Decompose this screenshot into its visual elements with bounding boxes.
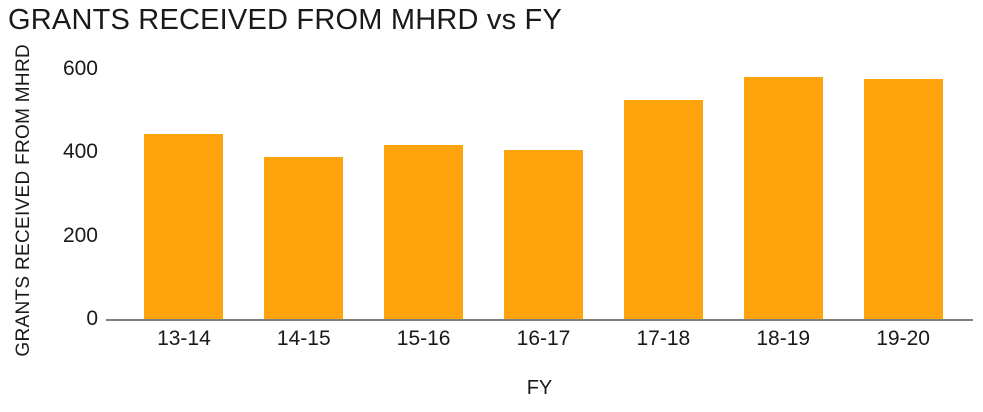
x-tick-label: 13-14	[157, 327, 211, 350]
x-tick-label: 19-20	[876, 327, 930, 350]
bar-band	[723, 69, 843, 319]
y-tick-label: 400	[62, 140, 98, 164]
x-tick-label: 16-17	[516, 327, 571, 350]
bar-band	[364, 69, 484, 319]
bar-band	[603, 69, 723, 319]
x-tick-label: 15-16	[396, 327, 451, 350]
bar-19-20	[863, 79, 943, 319]
x-axis-title: FY	[526, 377, 553, 399]
y-tick-label: 600	[62, 57, 98, 80]
bar-16-17	[504, 150, 583, 319]
bar-15-16	[384, 144, 464, 319]
bar-14-15	[264, 156, 344, 319]
bar-17-18	[623, 100, 703, 319]
bar-band	[244, 69, 364, 319]
bar-band	[484, 69, 604, 319]
bands	[124, 69, 963, 319]
y-tick-label: 200	[62, 223, 98, 247]
chart-title: GRANTS RECEIVED FROM MHRD vs FY	[8, 4, 562, 36]
bar-13-14	[144, 133, 224, 319]
bar-band	[843, 69, 963, 319]
x-axis-ticks: 13-14 14-15 15-16 16-17 17-18 18-19 19-20	[124, 327, 963, 351]
y-tick-label: 0	[86, 307, 98, 330]
x-tick-label: 14-15	[276, 327, 331, 350]
x-tick-label: 17-18	[636, 327, 691, 350]
plot-area	[106, 69, 973, 321]
bar-18-19	[743, 77, 823, 319]
x-tick-label: 18-19	[756, 327, 811, 350]
y-axis-ticks: 0 200 400 600	[0, 57, 98, 330]
x-axis-line	[106, 319, 973, 321]
bar-band	[124, 69, 244, 319]
